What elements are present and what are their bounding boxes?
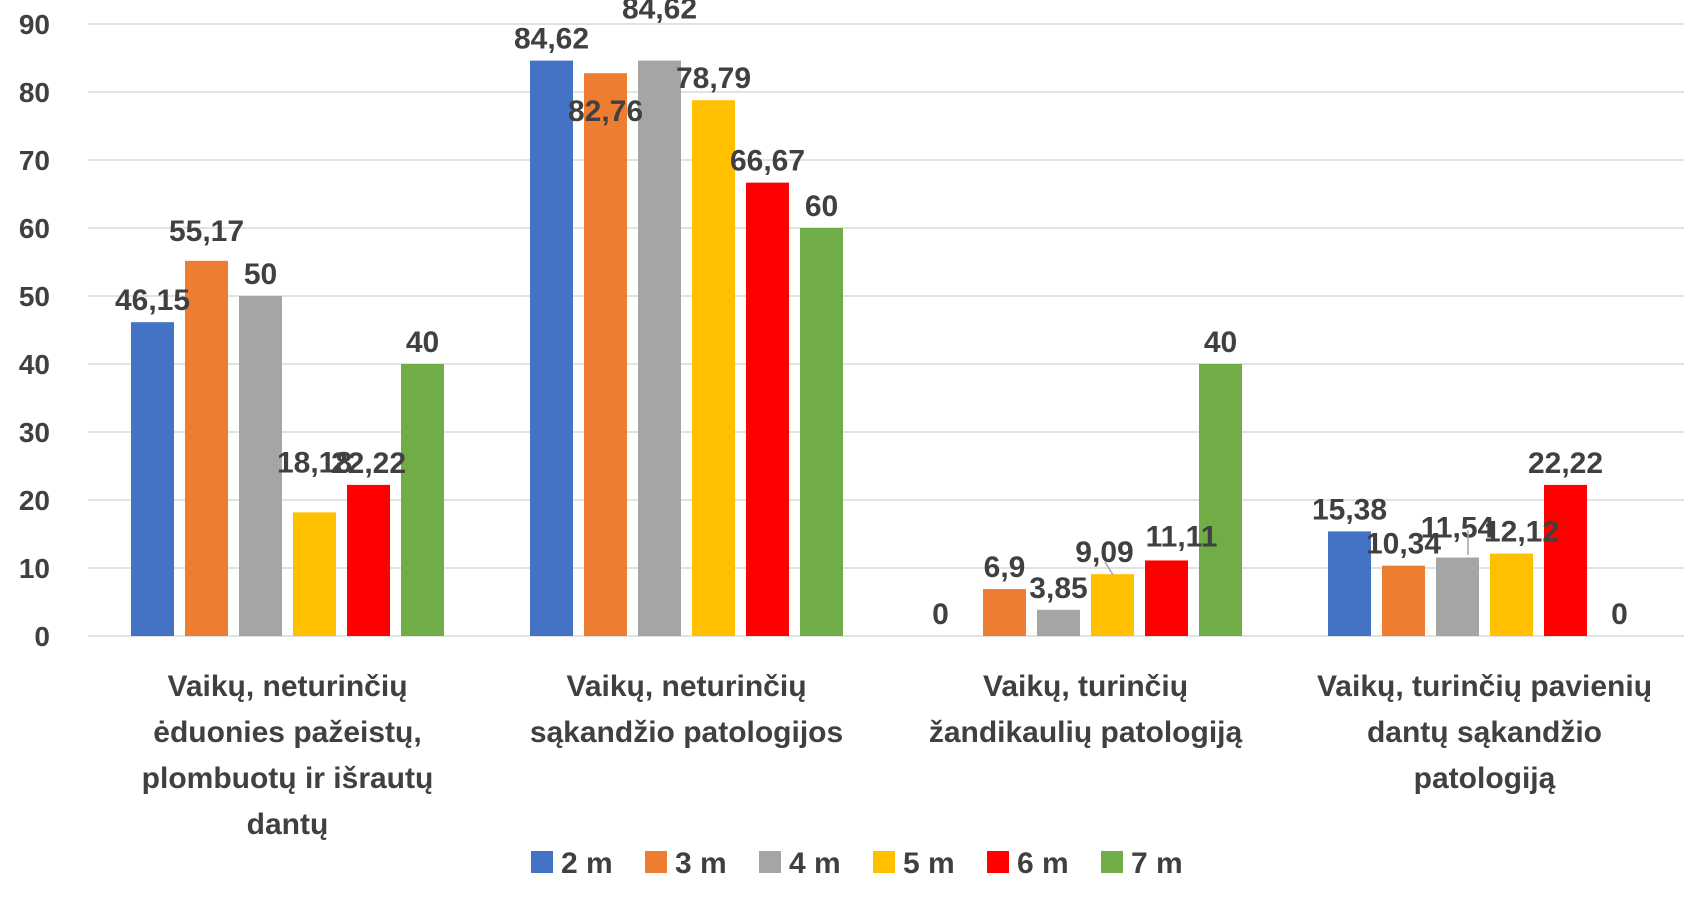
leader-line <box>1104 561 1114 576</box>
bar-3m-cat1 <box>185 260 228 636</box>
category-label: Vaikų, turinčių pavienių dantų sąkandžio p… <box>1317 670 1652 795</box>
data-label: 10,34 <box>1366 528 1441 561</box>
bar-3m-cat3 <box>983 589 1026 636</box>
bar-2m-cat1 <box>131 322 174 636</box>
y-tick-label: 30 <box>19 417 50 448</box>
bar-7m-cat3 <box>1199 364 1242 636</box>
data-label: 46,15 <box>115 284 190 317</box>
y-tick-label: 10 <box>19 553 50 584</box>
legend: 2 m 3 m 4 m 5 m 6 m 7 m <box>531 847 1183 880</box>
bar-7m-cat2 <box>800 228 843 636</box>
bar-6m-cat1 <box>347 484 390 636</box>
data-label: 15,38 <box>1312 493 1387 526</box>
bar-5m-cat2 <box>692 100 735 636</box>
bar-5m-cat3 <box>1091 574 1134 636</box>
bar-7m-cat1 <box>401 364 444 636</box>
legend-label: 5 m <box>903 847 955 880</box>
data-label: 0 <box>1611 598 1628 631</box>
bar-4m-cat2 <box>638 60 681 637</box>
y-tick-label: 60 <box>19 213 50 244</box>
bar-4m-cat4 <box>1436 557 1479 636</box>
data-label: 60 <box>805 190 838 223</box>
bars <box>131 60 1587 637</box>
bar-5m-cat1 <box>293 512 336 636</box>
legend-label: 3 m <box>675 847 727 880</box>
data-label: 40 <box>1204 326 1237 359</box>
data-label: 6,9 <box>984 551 1026 584</box>
data-label: 84,62 <box>622 0 697 26</box>
data-label: 50 <box>244 258 277 291</box>
legend-swatch <box>1101 851 1123 873</box>
category-label: Vaikų, turinčių žandikaulių patologiją <box>929 670 1243 749</box>
legend-swatch <box>873 851 895 873</box>
y-tick-label: 40 <box>19 349 50 380</box>
y-tick-label: 70 <box>19 145 50 176</box>
category-labels: Vaikų, neturinčių ėduonies pažeistų, plomb… <box>142 670 1652 841</box>
bar-3m-cat2 <box>584 73 627 637</box>
data-label: 84,62 <box>514 23 589 56</box>
legend-swatch <box>987 851 1009 873</box>
legend-swatch <box>645 851 667 873</box>
y-tick-label: 20 <box>19 485 50 516</box>
data-label: 3,85 <box>1029 572 1087 605</box>
category-label: Vaikų, neturinčių sąkandžio patologijos <box>530 670 843 749</box>
y-tick-label: 50 <box>19 281 50 312</box>
data-label: 9,09 <box>1075 536 1133 569</box>
bar-6m-cat2 <box>746 182 789 637</box>
data-label: 11,54 <box>1421 512 1495 545</box>
data-label: 22,22 <box>1528 447 1603 480</box>
y-axis-tick-labels: 0 10 20 30 40 50 60 70 80 90 <box>19 9 50 652</box>
data-label: 78,79 <box>676 62 751 95</box>
bar-5m-cat4 <box>1490 553 1533 636</box>
legend-label: 7 m <box>1131 847 1183 880</box>
bar-2m-cat4 <box>1328 531 1371 636</box>
bar-3m-cat4 <box>1382 565 1425 636</box>
data-label: 55,17 <box>169 215 244 248</box>
legend-label: 2 m <box>561 847 613 880</box>
data-label: 22,22 <box>331 447 406 480</box>
legend-label: 6 m <box>1017 847 1069 880</box>
bar-4m-cat3 <box>1037 609 1080 636</box>
bar-4m-cat1 <box>239 296 282 636</box>
y-tick-label: 80 <box>19 77 50 108</box>
bar-6m-cat4 <box>1544 484 1587 636</box>
category-label: Vaikų, neturinčių ėduonies pažeistų, plomb… <box>142 670 434 841</box>
data-label: 12,12 <box>1484 516 1559 549</box>
bar-2m-cat2 <box>530 60 573 637</box>
y-tick-label: 90 <box>19 9 50 40</box>
data-labels: 46,1555,175018,1822,224084,6282,7684,627… <box>115 0 1628 631</box>
data-label: 66,67 <box>730 145 805 178</box>
data-label: 0 <box>932 598 949 631</box>
y-tick-label: 0 <box>34 621 50 652</box>
legend-label: 4 m <box>789 847 841 880</box>
bar-6m-cat3 <box>1145 560 1188 636</box>
legend-swatch <box>759 851 781 873</box>
data-label: 40 <box>406 326 439 359</box>
data-label: 18,18 <box>277 446 352 479</box>
data-label: 82,76 <box>568 95 643 128</box>
data-label: 11,11 <box>1146 520 1218 553</box>
legend-swatch <box>531 851 553 873</box>
